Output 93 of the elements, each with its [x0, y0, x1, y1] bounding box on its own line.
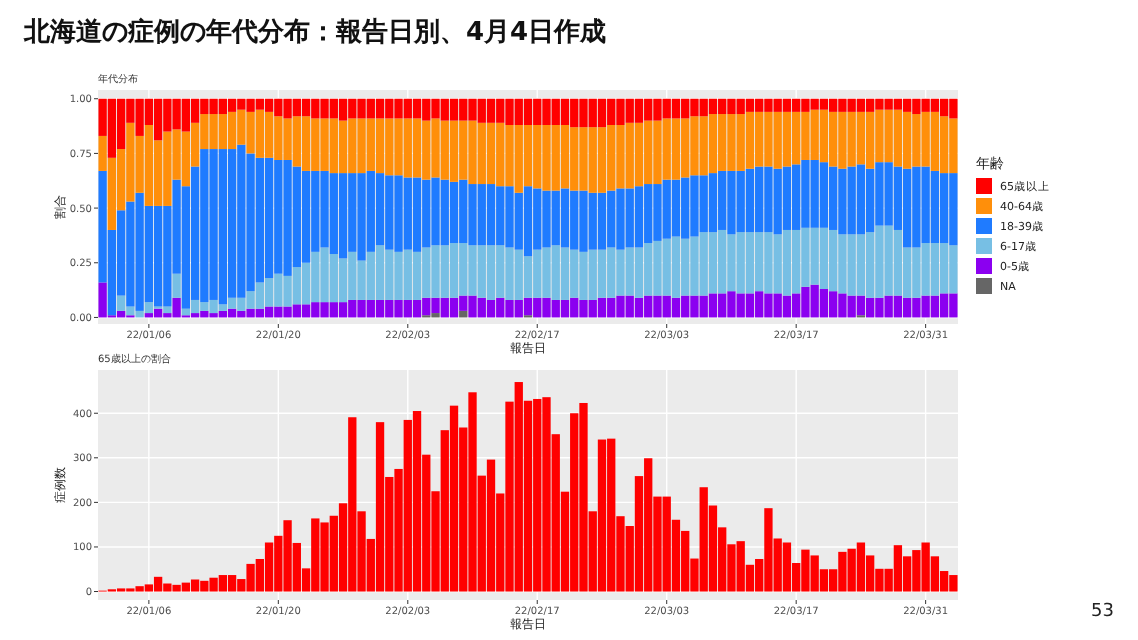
bar: [782, 542, 792, 592]
bar: [412, 299, 422, 318]
bar: [560, 124, 570, 189]
bar: [745, 293, 755, 318]
bar: [819, 98, 829, 110]
bar: [375, 299, 385, 318]
bar: [634, 247, 644, 298]
bar: [671, 118, 681, 180]
bar: [634, 122, 644, 187]
bar: [523, 124, 533, 187]
bar: [745, 168, 755, 233]
bar: [745, 111, 755, 169]
bar: [782, 166, 792, 230]
bar: [671, 179, 681, 237]
bar: [264, 98, 274, 112]
bar: [301, 304, 311, 318]
bar: [782, 229, 792, 296]
bar: [819, 289, 829, 318]
bar: [227, 575, 237, 592]
bar: [412, 98, 422, 119]
bar: [338, 302, 348, 318]
bar: [597, 192, 607, 250]
bar: [523, 186, 533, 257]
bar: [597, 439, 607, 592]
bar: [412, 251, 422, 300]
bar: [412, 411, 422, 592]
bar: [264, 111, 274, 158]
bar: [449, 297, 459, 318]
bar: [523, 297, 533, 316]
bar: [375, 422, 385, 592]
bar: [597, 98, 607, 128]
bar: [708, 293, 718, 318]
bar: [301, 98, 311, 117]
bar: [301, 170, 311, 263]
bar: [708, 173, 718, 233]
bar: [338, 120, 348, 174]
bar: [449, 98, 459, 121]
bar: [782, 111, 792, 167]
bar: [782, 98, 792, 112]
bar: [449, 405, 459, 592]
bar: [745, 232, 755, 294]
bar: [560, 98, 570, 125]
bar: [227, 111, 237, 150]
bar: [486, 122, 496, 185]
chart-title: 北海道の症例の年代分布：報告日別、4月4日作成: [22, 16, 607, 48]
bar: [560, 299, 570, 318]
bar: [338, 98, 348, 121]
bar: [227, 149, 237, 298]
bar: [782, 295, 792, 318]
bar: [486, 459, 496, 592]
bar: [597, 249, 607, 298]
bar: [449, 181, 459, 244]
bar: [671, 297, 681, 318]
bar: [375, 118, 385, 174]
bar: [412, 177, 422, 252]
bar: [264, 157, 274, 279]
bar: [819, 109, 829, 163]
bar: [486, 245, 496, 300]
bar: [375, 245, 385, 300]
bar: [486, 299, 496, 318]
bar: [301, 116, 311, 171]
bar: [264, 542, 274, 592]
bar: [375, 98, 385, 119]
bar: [634, 297, 644, 318]
bar: [264, 278, 274, 307]
bar: [338, 173, 348, 259]
bar: [597, 127, 607, 193]
bar: [412, 118, 422, 178]
bar: [597, 297, 607, 318]
bar: [523, 98, 533, 125]
bar: [227, 297, 237, 309]
bar: [634, 98, 644, 123]
bar: [449, 243, 459, 298]
bar: [819, 227, 829, 290]
bar: [745, 98, 755, 112]
bar: [560, 247, 570, 300]
bar: [819, 162, 829, 228]
text: 53: [1091, 602, 1114, 622]
bar: [671, 98, 681, 119]
bar: [227, 98, 237, 112]
bar: [634, 186, 644, 248]
bar: [338, 258, 348, 303]
bar: [671, 236, 681, 298]
bar: [449, 120, 459, 182]
bar: [708, 114, 718, 174]
bar: [560, 188, 570, 248]
bar: [708, 98, 718, 115]
bar: [708, 232, 718, 294]
bar: [172, 273, 181, 298]
bar: [486, 184, 496, 246]
bar: [523, 256, 533, 298]
bar: [486, 98, 496, 123]
bar: [375, 173, 385, 246]
